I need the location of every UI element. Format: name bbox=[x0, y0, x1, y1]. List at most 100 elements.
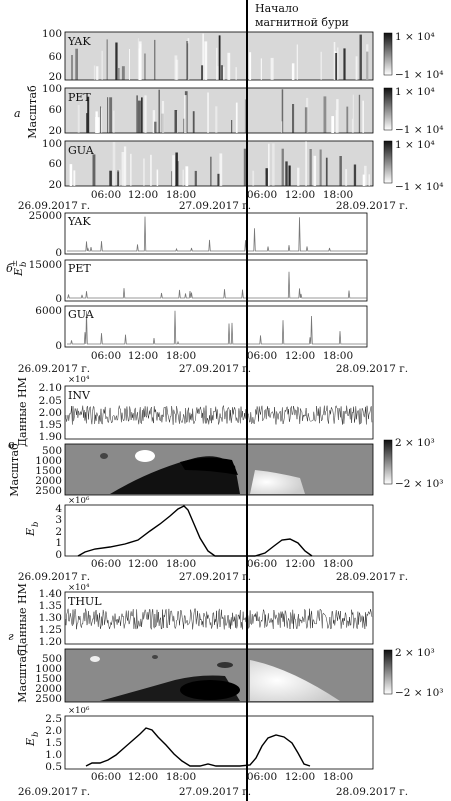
scalogram-streak bbox=[346, 106, 349, 133]
time-tick: 12:00 bbox=[128, 189, 158, 201]
scalogram-streak bbox=[320, 51, 322, 80]
date-label: 28.09.2017 г. bbox=[336, 363, 408, 375]
scalogram-streak bbox=[121, 152, 125, 186]
station-label: GUA bbox=[68, 144, 95, 157]
time-axis-a: 06:00 12:00 18:00 06:00 12:00 18:00 26.0… bbox=[18, 189, 408, 212]
scalogram-streak bbox=[109, 170, 112, 186]
scalogram-streak bbox=[333, 42, 336, 80]
plot-frame bbox=[64, 385, 374, 440]
ytick: 20 bbox=[49, 71, 62, 83]
scalogram-streak bbox=[325, 157, 328, 186]
eb-trace bbox=[85, 727, 311, 767]
eb-exponent-label: ×10⁶ bbox=[68, 706, 90, 716]
scalogram-streak bbox=[337, 47, 339, 80]
ytick: 3 bbox=[55, 514, 62, 526]
scalogram-streak bbox=[217, 173, 220, 186]
ytick: 6000 bbox=[35, 305, 62, 317]
scalogram-dark-region bbox=[180, 680, 240, 700]
scalogram-streak bbox=[249, 52, 252, 80]
scalogram-streak bbox=[144, 53, 146, 80]
scalogram-streak bbox=[192, 111, 195, 133]
station-label: PET bbox=[68, 91, 91, 104]
ytick: 1500 bbox=[35, 465, 62, 477]
station-label: YAK bbox=[67, 35, 91, 48]
scalogram-gua: GUA 100 60 20 1 × 10⁴ −1 × 10⁴ bbox=[42, 138, 444, 193]
ytick: 500 bbox=[42, 445, 62, 457]
scalogram-inv: 500 1000 1500 2000 2500 2 × 10³ −2 × 10³… bbox=[8, 437, 444, 497]
scalogram-streak bbox=[281, 89, 284, 133]
panel-letter-g: г bbox=[8, 630, 14, 643]
scalogram-streak bbox=[92, 154, 96, 186]
scalogram-streak bbox=[210, 156, 212, 186]
scalogram-streak bbox=[313, 155, 317, 186]
time-axis-v: 06:00 12:00 18:00 06:00 12:00 18:00 26.0… bbox=[18, 558, 408, 583]
scalogram-streak bbox=[231, 120, 233, 133]
scalogram-thul: 500 1000 1500 2000 2500 2 × 10³ −2 × 10³… bbox=[16, 647, 444, 705]
scalogram-streak bbox=[292, 104, 295, 133]
scalogram-streak bbox=[366, 44, 369, 80]
scalogram-streak bbox=[343, 48, 346, 80]
plot-frame bbox=[64, 715, 374, 770]
scalogram-streak bbox=[172, 155, 175, 186]
colorbar bbox=[383, 87, 393, 131]
panel-letter-v: в bbox=[8, 438, 14, 451]
time-tick: 18:00 bbox=[323, 350, 353, 362]
ylabel-scale: Масштаб bbox=[8, 443, 21, 497]
scalogram-streak bbox=[305, 141, 307, 186]
scalogram-streak bbox=[175, 59, 179, 80]
date-label: 26.09.2017 г. bbox=[18, 363, 90, 375]
scalogram-streak bbox=[217, 66, 220, 80]
plot-frame bbox=[64, 212, 368, 255]
scalogram-streak bbox=[227, 52, 231, 80]
ytick: 20 bbox=[49, 125, 62, 137]
scalogram-streak bbox=[288, 165, 291, 186]
plot-frame bbox=[64, 504, 374, 557]
station-label: INV bbox=[68, 389, 91, 402]
ytick: 20 bbox=[49, 179, 62, 191]
station-label: THUL bbox=[68, 595, 102, 608]
scalogram-streak bbox=[331, 116, 334, 133]
scalogram-streak bbox=[334, 53, 338, 80]
eb-thul: 2.5 2.0 1.5 1.0 0.5 E b bbox=[24, 713, 374, 773]
scalogram-streak bbox=[129, 49, 130, 80]
ytick: 100 bbox=[42, 28, 62, 40]
station-label: GUA bbox=[68, 308, 95, 321]
ylabel-energy-sup: ± bbox=[10, 260, 20, 267]
energy-yak: YAK 25000 0 bbox=[29, 210, 368, 259]
scalogram-streak bbox=[216, 47, 218, 80]
ytick: 2.5 bbox=[45, 713, 62, 725]
ylabel-scale: Масштаб bbox=[16, 649, 29, 703]
scalogram-streak bbox=[100, 106, 101, 133]
ylabel-eb: E b bbox=[24, 732, 41, 747]
ytick: 2000 bbox=[35, 683, 62, 695]
time-tick: 12:00 bbox=[285, 558, 315, 570]
scalogram-streak bbox=[252, 170, 255, 186]
scalogram-streak bbox=[296, 44, 298, 80]
time-tick: 18:00 bbox=[323, 189, 353, 201]
ytick: 2.0 bbox=[45, 725, 62, 737]
scalogram-streak bbox=[100, 108, 103, 133]
ytick: 60 bbox=[49, 104, 62, 116]
energy-gua: GUA 6000 0 bbox=[35, 305, 368, 352]
scalogram-streak bbox=[75, 48, 78, 80]
date-label: 27.09.2017 г. bbox=[179, 200, 251, 212]
scalogram-streak bbox=[117, 170, 120, 186]
scalogram-streak bbox=[95, 111, 98, 133]
plot-frame bbox=[64, 591, 374, 645]
time-tick: 18:00 bbox=[323, 771, 353, 783]
ytick: 1000 bbox=[35, 663, 62, 675]
plot-frame bbox=[64, 305, 368, 348]
scalogram-streak bbox=[215, 106, 218, 133]
scalogram-streak bbox=[220, 65, 223, 80]
date-label: 28.09.2017 г. bbox=[336, 200, 408, 212]
time-tick: 12:00 bbox=[285, 350, 315, 362]
date-label: 26.09.2017 г. bbox=[18, 200, 90, 212]
scalogram-streak bbox=[207, 92, 209, 133]
scalogram-streak bbox=[285, 161, 288, 186]
ytick: 2.10 bbox=[39, 382, 62, 394]
ytick: 0 bbox=[55, 549, 62, 561]
scalogram-streak bbox=[281, 121, 283, 133]
group-b: YAK 25000 0 PET 15000 0 GUA 6000 0 E b ±… bbox=[6, 210, 408, 375]
scalogram-streak bbox=[362, 100, 364, 133]
